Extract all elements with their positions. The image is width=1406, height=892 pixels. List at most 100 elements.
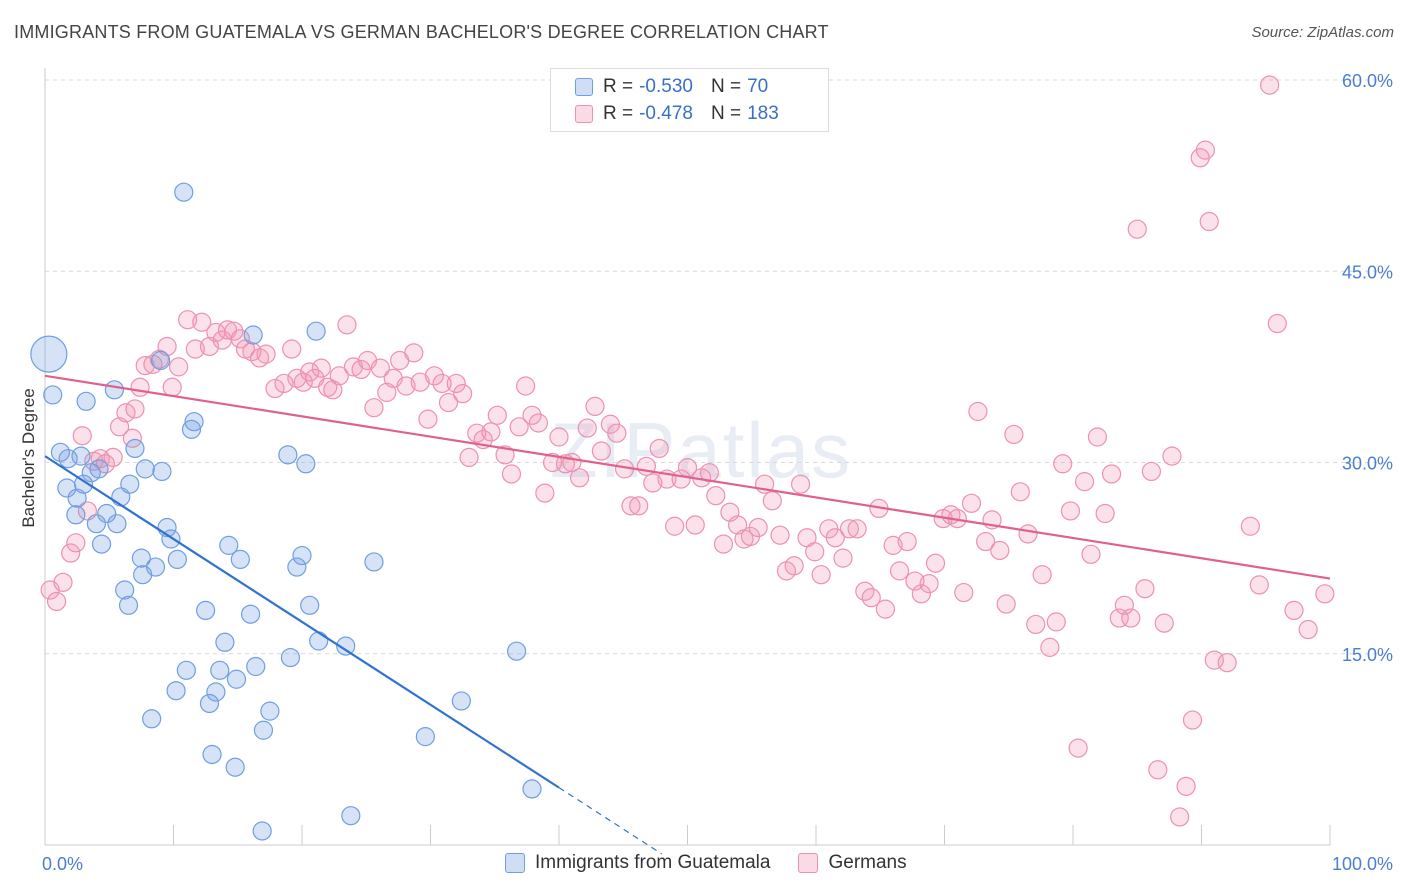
data-point-guatemala [50,442,71,462]
data-point-germans [1240,516,1260,536]
data-point-germans [1141,461,1161,482]
data-point-guatemala [115,580,135,600]
data-point-germans [370,358,390,378]
data-point-guatemala [230,549,250,570]
data-point-germans [424,366,444,386]
data-point-germans [954,582,974,603]
legend-swatch-blue [505,853,525,873]
data-point-germans [861,588,881,608]
data-point-germans [311,358,331,378]
data-point-germans [805,542,825,562]
data-point-germans [1026,614,1046,635]
data-point-germans [811,565,831,585]
data-point-germans [293,372,313,392]
trend-line-guatemala-extension [558,787,663,855]
data-point-germans [495,445,515,465]
data-point-germans [1135,579,1155,599]
data-point-germans [713,534,734,554]
data-point-germans [961,493,982,513]
data-point-germans [265,378,285,399]
data-point-guatemala [66,505,86,525]
data-point-germans [919,574,939,594]
legend-swatch-blue [575,78,593,96]
data-point-germans [522,405,542,425]
data-point-germans [728,515,748,535]
data-point-germans [643,473,663,493]
data-point-guatemala [336,636,356,656]
data-point-germans [847,519,867,539]
data-point-germans [897,531,917,552]
data-point-germans [1315,584,1335,604]
data-point-germans [377,382,397,402]
data-point-germans [665,516,685,536]
legend-r-value: -0.478 [639,103,693,124]
data-point-guatemala [86,514,107,534]
legend-r-label: R = [603,103,634,124]
data-point-guatemala [125,438,145,459]
data-point-germans [438,392,459,413]
data-point-germans [883,535,903,555]
data-point-germans [1170,807,1190,827]
legend-n-value: 70 [747,76,769,97]
legend-swatch-pink [798,853,819,873]
x-tick-label: 0.0% [42,854,83,874]
data-point-germans [621,496,641,516]
data-point-guatemala [522,779,542,799]
data-point-germans [1260,75,1280,95]
data-point-guatemala [243,325,263,345]
data-point-germans [535,483,555,503]
data-point-guatemala [364,552,384,572]
data-point-germans [501,464,522,484]
data-point-germans [748,517,768,538]
data-point-guatemala [67,488,87,508]
data-point-germans [1162,446,1182,466]
data-points [30,75,1335,841]
data-point-germans [1298,619,1318,640]
grid-lines [45,79,1390,655]
data-point-germans [230,329,250,349]
data-point-guatemala [306,321,326,341]
data-point-guatemala [73,474,94,494]
data-point-germans [103,447,123,467]
legend-n-value: 183 [747,103,779,124]
data-point-guatemala [253,720,274,740]
data-point-guatemala [142,709,162,729]
legend-item-germans[interactable]: Germans [798,852,907,874]
correlation-legend: R = -0.530 N = 70 R = -0.478 N = 183 [550,68,829,132]
data-point-germans [192,312,212,332]
data-point-guatemala [341,806,361,826]
data-point-germans [577,418,597,438]
data-point-guatemala [199,693,220,714]
data-point-germans [323,380,343,400]
data-point-germans [459,447,479,467]
data-point-guatemala [176,660,196,680]
data-point-germans [685,515,705,535]
data-point-germans [364,398,384,418]
data-point-germans [95,454,115,474]
data-point-guatemala [131,548,151,568]
data-point-germans [996,594,1016,614]
legend-n-label: N = [710,76,742,97]
data-point-germans [72,426,92,446]
data-point-germans [481,422,501,442]
data-point-guatemala [43,385,63,405]
data-point-guatemala [145,557,166,577]
legend-item-guatemala[interactable]: Immigrants from Guatemala [505,852,770,874]
legend-label-germans: Germans [828,852,907,873]
data-point-guatemala [120,474,140,494]
data-point-germans [591,441,612,461]
data-point-guatemala [300,595,320,615]
data-point-guatemala [196,600,216,621]
data-point-germans [1074,472,1095,492]
data-point-guatemala [167,549,187,570]
data-point-germans [925,553,946,573]
data-point-germans [1060,501,1081,521]
data-point-guatemala [241,604,261,624]
data-point-germans [446,373,466,394]
legend-swatch-pink [575,105,593,123]
trend-line-germans [44,374,1331,580]
data-point-guatemala [97,503,117,524]
data-point-guatemala [71,446,91,466]
data-point-guatemala [181,419,202,439]
data-point-germans [528,413,549,433]
